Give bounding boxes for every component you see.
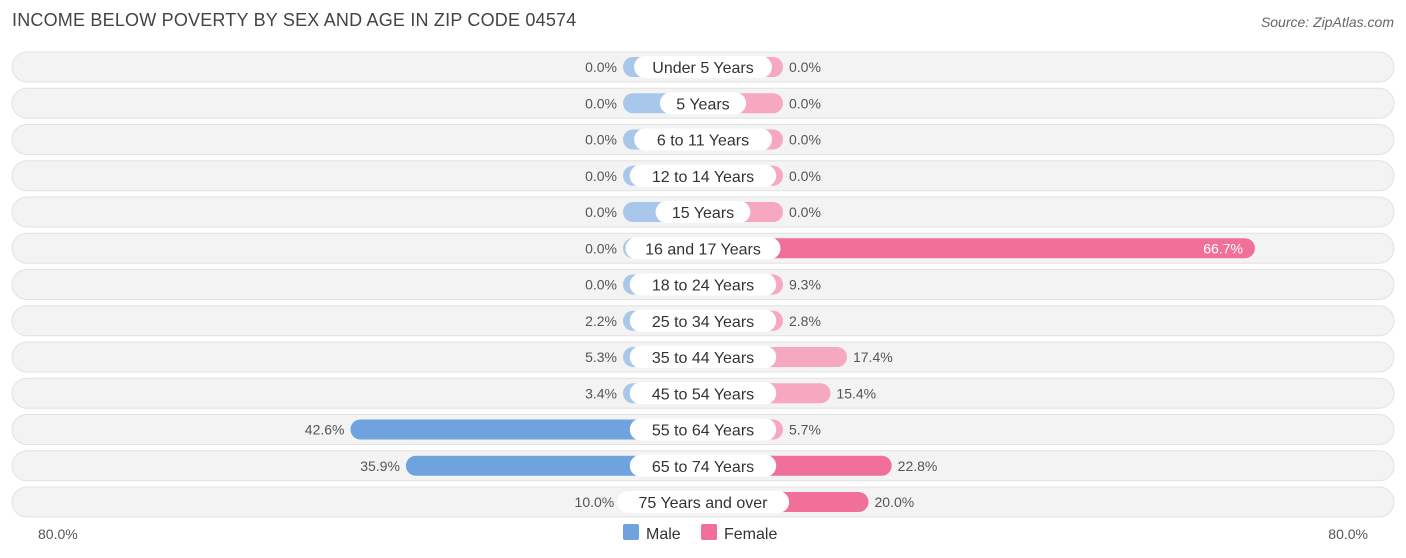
chart-source: Source: ZipAtlas.com (1260, 14, 1394, 30)
male-value-label: 3.4% (585, 385, 617, 401)
category-label-background (629, 346, 777, 368)
female-value-label: 17.4% (853, 349, 893, 365)
female-value-label: 2.8% (789, 313, 821, 329)
female-value-label: 9.3% (789, 277, 821, 293)
category-label-background (629, 382, 777, 405)
category-label: 18 to 24 Years (652, 278, 754, 295)
female-value-label: 0.0% (789, 95, 821, 111)
male-legend-swatch (623, 524, 639, 540)
female-value-label: 0.0% (789, 204, 821, 220)
axis-right-label: 80.0% (1328, 526, 1368, 542)
female-value-label: 5.7% (789, 422, 821, 438)
male-bar (350, 419, 703, 440)
category-label-background (629, 454, 777, 477)
female-value-label: 0.0% (789, 168, 821, 184)
male-value-label: 0.0% (585, 132, 617, 148)
category-label: 6 to 11 Years (657, 133, 749, 150)
female-value-label: 15.4% (836, 385, 876, 401)
category-label: 45 to 54 Years (652, 386, 754, 403)
female-legend-swatch (701, 524, 717, 540)
female-value-label: 66.7% (1203, 240, 1243, 256)
category-label-background (629, 418, 777, 441)
male-value-label: 0.0% (585, 277, 617, 293)
male-value-label: 35.9% (360, 458, 400, 474)
female-value-label: 20.0% (875, 494, 915, 510)
male-value-label: 0.0% (585, 95, 617, 111)
category-label: 75 Years and over (639, 495, 769, 512)
category-label: 65 to 74 Years (652, 459, 754, 476)
male-bar (405, 455, 703, 476)
category-label-background (616, 491, 790, 513)
female-legend-label: Female (724, 526, 777, 543)
male-value-label: 0.0% (585, 59, 617, 75)
female-value-label: 0.0% (789, 59, 821, 75)
male-value-label: 10.0% (575, 494, 615, 510)
male-value-label: 0.0% (585, 204, 617, 220)
male-value-label: 42.6% (305, 422, 345, 438)
male-value-label: 0.0% (585, 240, 617, 256)
category-label: 5 Years (676, 96, 729, 113)
category-label: 16 and 17 Years (645, 241, 761, 258)
category-label-background (655, 201, 751, 223)
female-value-label: 22.8% (898, 458, 938, 474)
category-label-background (634, 56, 772, 78)
female-value-label: 0.0% (789, 132, 821, 148)
male-legend-label: Male (646, 526, 681, 543)
category-label: 25 to 34 Years (652, 314, 754, 331)
category-label-background (629, 164, 777, 187)
male-value-label: 2.2% (585, 313, 617, 329)
female-bar (703, 238, 1255, 259)
category-label: 55 to 64 Years (652, 423, 754, 440)
axis-left-label: 80.0% (38, 526, 78, 542)
category-label-background (629, 273, 777, 296)
male-value-label: 5.3% (585, 349, 617, 365)
category-label: Under 5 Years (652, 60, 753, 77)
category-label-background (634, 128, 772, 151)
male-value-label: 0.0% (585, 168, 617, 184)
category-label: 35 to 44 Years (652, 350, 754, 367)
category-label-background (625, 237, 781, 260)
chart-title: INCOME BELOW POVERTY BY SEX AND AGE IN Z… (12, 10, 577, 30)
category-label: 15 Years (672, 205, 734, 222)
category-label-background (659, 92, 747, 115)
category-label: 12 to 14 Years (652, 169, 754, 186)
category-label-background (629, 309, 777, 332)
